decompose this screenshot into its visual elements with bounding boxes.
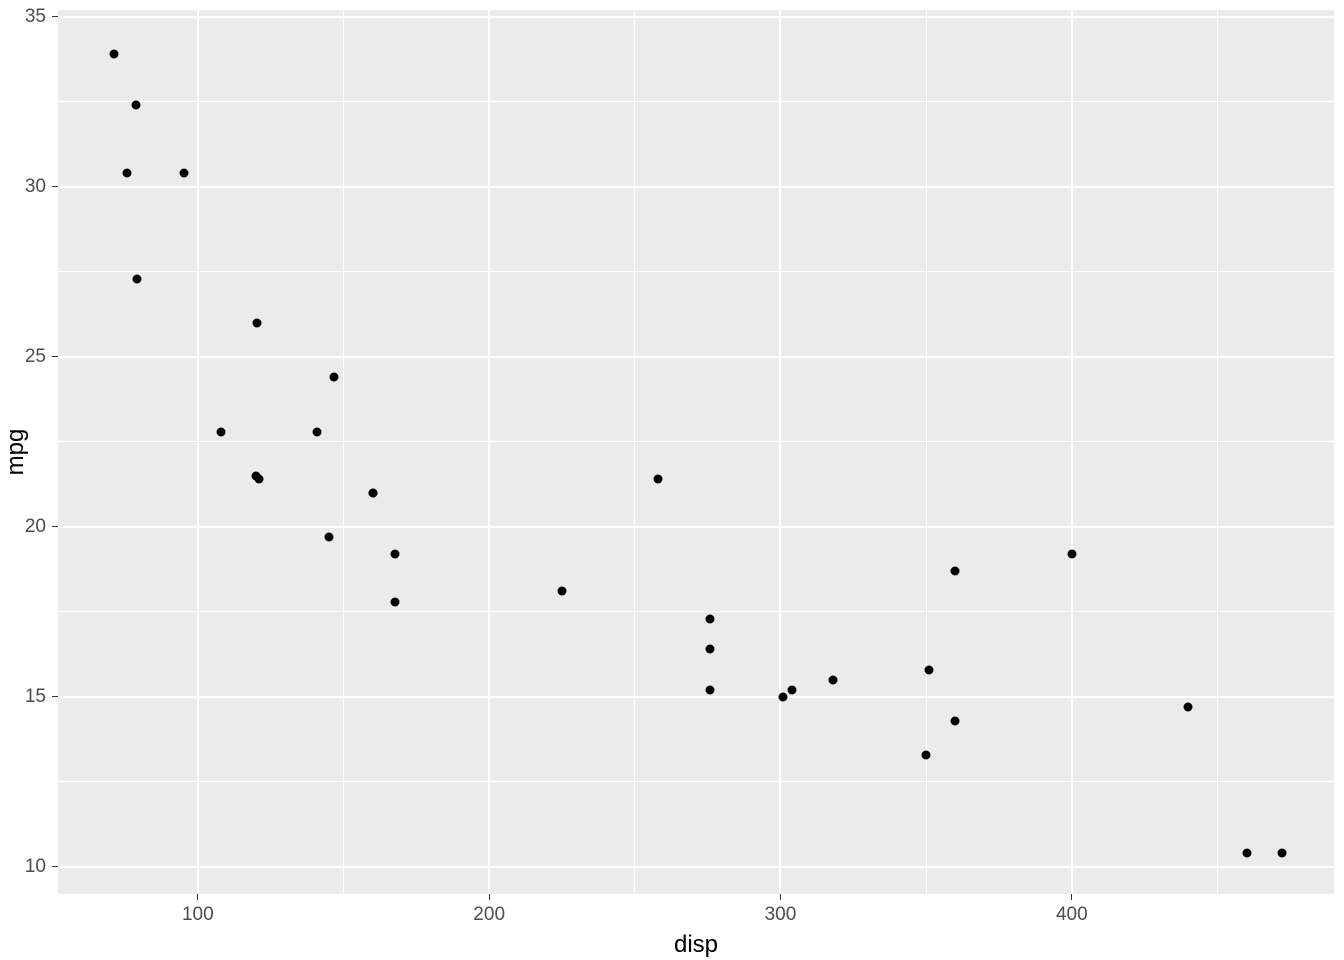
- data-point: [557, 587, 566, 596]
- data-point: [368, 488, 377, 497]
- scatter-chart: 100 200 300 400 10 15 20 25 30 35 disp mpg: [0, 0, 1344, 960]
- gridline-minor: [58, 271, 1334, 272]
- y-tick-label: 15: [25, 686, 46, 708]
- gridline-major: [197, 10, 199, 894]
- data-point: [324, 533, 333, 542]
- y-tick-label: 10: [25, 856, 46, 878]
- data-point: [329, 373, 338, 382]
- gridline-major: [58, 356, 1334, 358]
- data-point: [131, 101, 140, 110]
- x-tick-mark: [1071, 894, 1072, 900]
- data-point: [255, 475, 264, 484]
- data-point: [922, 750, 931, 759]
- x-tick-label: 300: [765, 904, 797, 926]
- data-point: [828, 675, 837, 684]
- data-point: [179, 169, 188, 178]
- data-point: [1277, 849, 1286, 858]
- data-point: [951, 716, 960, 725]
- data-point: [951, 567, 960, 576]
- y-tick-label: 30: [25, 176, 46, 198]
- gridline-major: [1071, 10, 1073, 894]
- gridline-minor: [1217, 10, 1218, 894]
- x-tick-label: 400: [1056, 904, 1088, 926]
- y-tick-label: 25: [25, 346, 46, 368]
- data-point: [123, 169, 132, 178]
- data-point: [217, 427, 226, 436]
- data-point: [390, 550, 399, 559]
- data-point: [1242, 849, 1251, 858]
- gridline-major: [779, 10, 781, 894]
- data-point: [705, 686, 714, 695]
- y-tick-mark: [52, 16, 58, 17]
- data-point: [925, 665, 934, 674]
- data-point: [390, 597, 399, 606]
- y-tick-mark: [52, 866, 58, 867]
- gridline-minor: [58, 101, 1334, 102]
- gridline-major: [58, 696, 1334, 698]
- gridline-major: [58, 866, 1334, 868]
- plot-panel: [58, 10, 1334, 894]
- y-axis-title: mpg: [2, 429, 30, 476]
- x-tick-label: 100: [182, 904, 214, 926]
- data-point: [109, 50, 118, 59]
- y-tick-mark: [52, 526, 58, 527]
- data-point: [1067, 550, 1076, 559]
- gridline-minor: [58, 611, 1334, 612]
- data-point: [252, 318, 261, 327]
- y-tick-label: 20: [25, 516, 46, 538]
- data-point: [1184, 703, 1193, 712]
- x-tick-mark: [197, 894, 198, 900]
- data-point: [654, 475, 663, 484]
- y-tick-mark: [52, 696, 58, 697]
- gridline-minor: [343, 10, 344, 894]
- x-tick-label: 200: [473, 904, 505, 926]
- data-point: [705, 645, 714, 654]
- gridline-minor: [58, 441, 1334, 442]
- x-tick-mark: [780, 894, 781, 900]
- x-axis-title: disp: [674, 931, 718, 959]
- y-tick-mark: [52, 356, 58, 357]
- gridline-minor: [58, 781, 1334, 782]
- data-point: [779, 692, 788, 701]
- gridline-major: [58, 526, 1334, 528]
- panel-background: [58, 10, 1334, 894]
- y-tick-mark: [52, 186, 58, 187]
- x-tick-mark: [489, 894, 490, 900]
- data-point: [132, 274, 141, 283]
- data-point: [788, 686, 797, 695]
- gridline-minor: [634, 10, 635, 894]
- data-point: [705, 614, 714, 623]
- gridline-major: [488, 10, 490, 894]
- gridline-minor: [926, 10, 927, 894]
- data-point: [312, 427, 321, 436]
- y-tick-label: 35: [25, 6, 46, 28]
- gridline-major: [58, 16, 1334, 18]
- gridline-major: [58, 186, 1334, 188]
